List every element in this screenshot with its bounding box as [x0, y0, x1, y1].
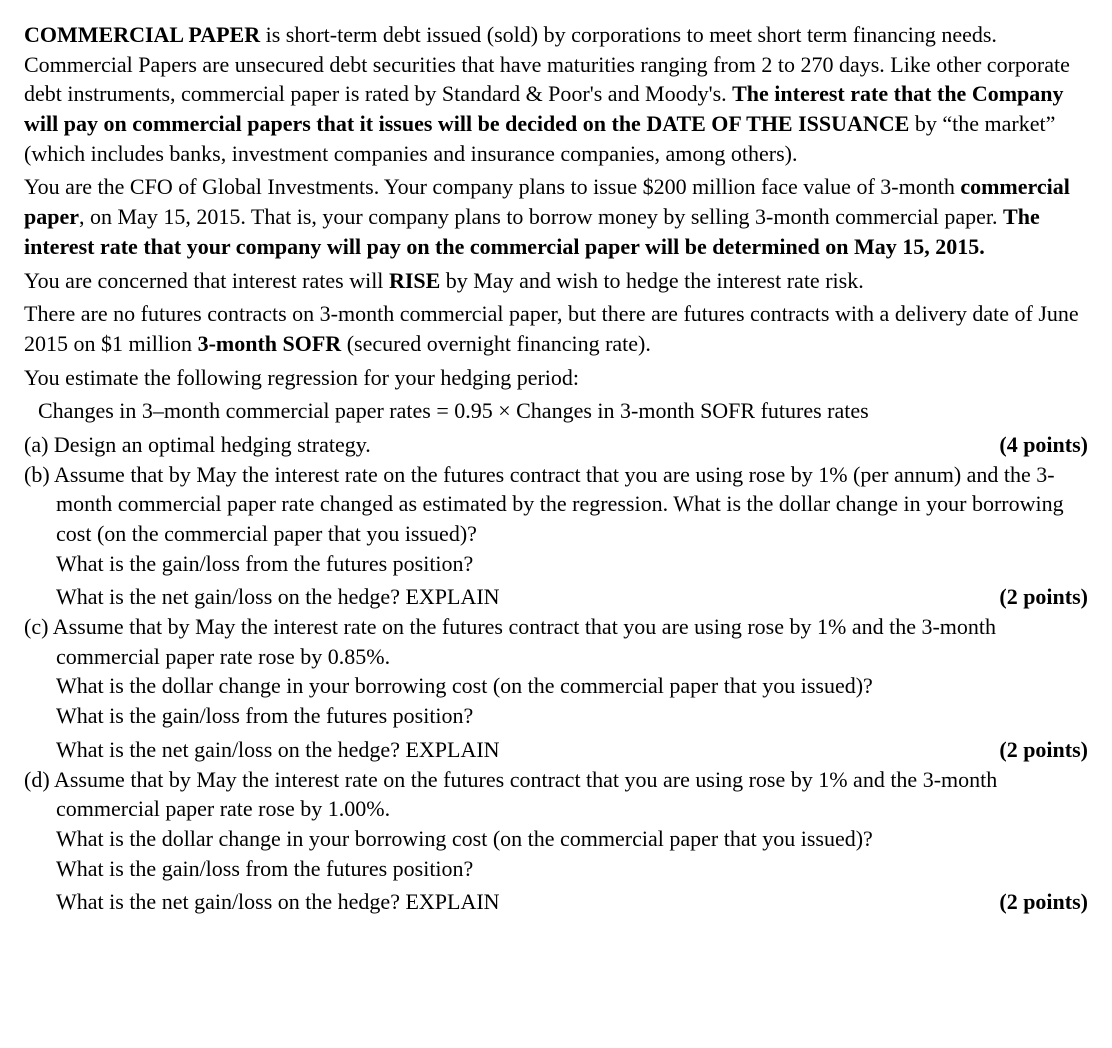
intro-paragraph-3: You are concerned that interest rates wi…: [24, 266, 1088, 296]
part-b-q3: What is the net gain/loss on the hedge? …: [56, 582, 979, 612]
intro-paragraph-1: COMMERCIAL PAPER is short-term debt issu…: [24, 20, 1088, 168]
part-c-q3-row: What is the net gain/loss on the hedge? …: [24, 735, 1088, 765]
part-b-q3-row: What is the net gain/loss on the hedge? …: [24, 582, 1088, 612]
intro-paragraph-5: You estimate the following regression fo…: [24, 363, 1088, 393]
part-b-q2: What is the gain/loss from the futures p…: [24, 549, 1088, 579]
part-a-text: (a) Design an optimal hedging strategy.: [24, 430, 979, 460]
part-b-points: (2 points): [979, 582, 1088, 612]
intro-paragraph-2: You are the CFO of Global Investments. Y…: [24, 172, 1088, 261]
regression-equation: Changes in 3–month commercial paper rate…: [24, 396, 1088, 426]
part-d-points: (2 points): [979, 887, 1088, 917]
part-c-q2: What is the gain/loss from the futures p…: [24, 701, 1088, 731]
part-d-q2: What is the gain/loss from the futures p…: [24, 854, 1088, 884]
part-c-points: (2 points): [979, 735, 1088, 765]
part-a-points: (4 points): [979, 430, 1088, 460]
part-d-lead: (d) Assume that by May the interest rate…: [24, 765, 1088, 824]
part-c-q3: What is the net gain/loss on the hedge? …: [56, 735, 979, 765]
part-d-q3-row: What is the net gain/loss on the hedge? …: [24, 887, 1088, 917]
part-c-q1: What is the dollar change in your borrow…: [24, 671, 1088, 701]
part-d-q3: What is the net gain/loss on the hedge? …: [56, 887, 979, 917]
part-b-lead: (b) Assume that by May the interest rate…: [24, 460, 1088, 549]
intro-paragraph-4: There are no futures contracts on 3-mont…: [24, 299, 1088, 358]
part-c-lead: (c) Assume that by May the interest rate…: [24, 612, 1088, 671]
part-d-q1: What is the dollar change in your borrow…: [24, 824, 1088, 854]
part-a: (a) Design an optimal hedging strategy. …: [24, 430, 1088, 460]
